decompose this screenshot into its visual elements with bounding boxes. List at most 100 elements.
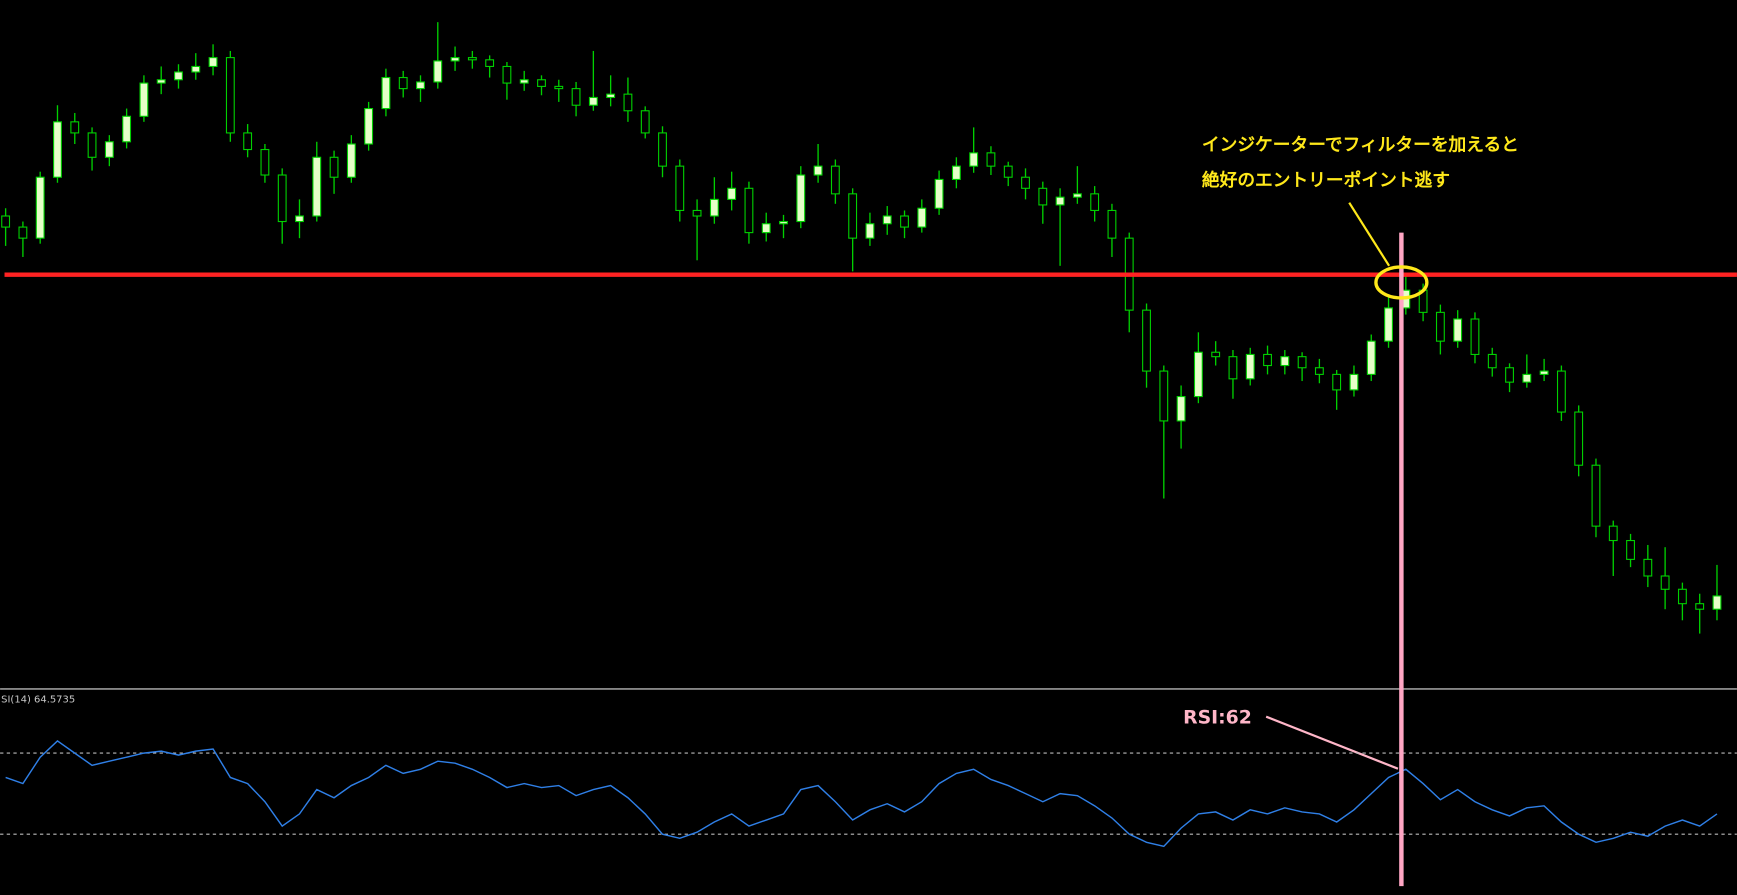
candle-body xyxy=(1107,209,1117,239)
candle-body xyxy=(225,57,235,134)
candle-body xyxy=(1211,351,1221,358)
candle-body xyxy=(675,165,685,212)
candle-body xyxy=(1384,307,1393,342)
candle-body xyxy=(1435,311,1445,342)
candle-body xyxy=(1314,367,1324,375)
candle-body xyxy=(1280,356,1290,367)
candle-body xyxy=(1626,539,1635,560)
candle-body xyxy=(900,215,909,228)
candle-body xyxy=(588,96,598,106)
candle-body xyxy=(1522,373,1532,383)
candle-body xyxy=(692,209,702,217)
rsi-pointer xyxy=(1265,715,1399,770)
candle-body xyxy=(934,178,944,209)
candle-body xyxy=(554,85,564,90)
annotation-arrow xyxy=(1348,202,1391,267)
candle-body xyxy=(502,65,512,84)
candle-body xyxy=(882,215,892,225)
candle-body xyxy=(104,141,114,158)
indicator-label: SI(14) 64.5735 xyxy=(1,694,75,705)
candle-body xyxy=(1574,411,1584,466)
candle-body xyxy=(312,156,322,217)
candle-body xyxy=(122,115,132,143)
candle-body xyxy=(208,57,218,68)
candle-body xyxy=(295,215,304,223)
candle-body xyxy=(70,121,80,134)
candle-body xyxy=(744,187,754,234)
candle-body xyxy=(1193,351,1203,398)
candle-body xyxy=(35,176,45,239)
candle-body xyxy=(1038,187,1048,206)
candle-body xyxy=(1608,525,1618,542)
candle-body xyxy=(1660,575,1670,590)
candle-body xyxy=(1332,373,1342,391)
candle-body xyxy=(779,220,788,225)
candle-body xyxy=(1245,353,1255,380)
candle-body xyxy=(1,215,11,228)
candle-body xyxy=(450,57,460,62)
candle-body xyxy=(416,81,425,90)
candle-body xyxy=(865,223,875,239)
candle-body xyxy=(1366,340,1376,375)
candle-body xyxy=(1591,464,1601,527)
candle-body xyxy=(1453,318,1463,342)
candle-body xyxy=(277,174,287,223)
candle-body xyxy=(1505,367,1514,383)
annotation-text: 絶好のエントリーポイント逃す xyxy=(1202,169,1450,191)
candle-body xyxy=(1142,309,1151,372)
candle-body xyxy=(1643,558,1653,577)
candle-body xyxy=(519,79,529,84)
candle-body xyxy=(398,76,408,90)
candle-body xyxy=(1297,356,1307,369)
candle-body xyxy=(467,57,477,61)
candle-body xyxy=(1159,370,1169,422)
candle-body xyxy=(1176,395,1186,422)
candle-body xyxy=(969,152,979,167)
candle-body xyxy=(709,198,719,217)
candle-body xyxy=(260,148,270,176)
candle-body xyxy=(1072,193,1082,198)
annotation-text: インジケーターでフィルターを加えると xyxy=(1202,135,1519,156)
candle-body xyxy=(346,143,356,178)
candle-body xyxy=(1228,356,1238,380)
candle-body xyxy=(1677,588,1687,605)
candle-body xyxy=(381,76,391,110)
candle-body xyxy=(1349,373,1359,391)
candle-body xyxy=(796,174,806,223)
rsi-annotation: RSI:62 xyxy=(1183,707,1252,728)
candle-body xyxy=(191,65,201,73)
candle-body xyxy=(623,93,633,112)
rsi-line xyxy=(5,739,1718,848)
candle-body xyxy=(951,165,961,180)
candle-body xyxy=(485,59,495,68)
candle-body xyxy=(658,132,667,167)
candle-body xyxy=(243,132,253,151)
candle-body xyxy=(329,156,339,178)
candle-body xyxy=(571,88,581,106)
candle-body xyxy=(1263,353,1272,367)
candle-body xyxy=(53,121,62,178)
candle-body xyxy=(18,226,28,239)
candle-body xyxy=(1556,370,1566,413)
candle-body xyxy=(830,165,840,195)
candle-body xyxy=(917,207,927,228)
candle-body xyxy=(364,107,374,145)
candle-body xyxy=(640,110,650,134)
candle-body xyxy=(156,79,166,84)
candle-body xyxy=(1003,165,1013,178)
highlight-circle xyxy=(1374,265,1429,300)
candle-body xyxy=(813,165,823,176)
candle-body xyxy=(537,79,546,87)
candle-body xyxy=(1539,370,1549,375)
candle-body xyxy=(1055,196,1065,206)
candle-body xyxy=(986,152,996,167)
candle-body xyxy=(606,93,616,99)
candle-body xyxy=(1470,318,1480,356)
candle-body xyxy=(1021,176,1030,189)
candle-body xyxy=(1487,353,1497,369)
candle-body xyxy=(1695,603,1705,610)
candle-body xyxy=(727,187,737,200)
